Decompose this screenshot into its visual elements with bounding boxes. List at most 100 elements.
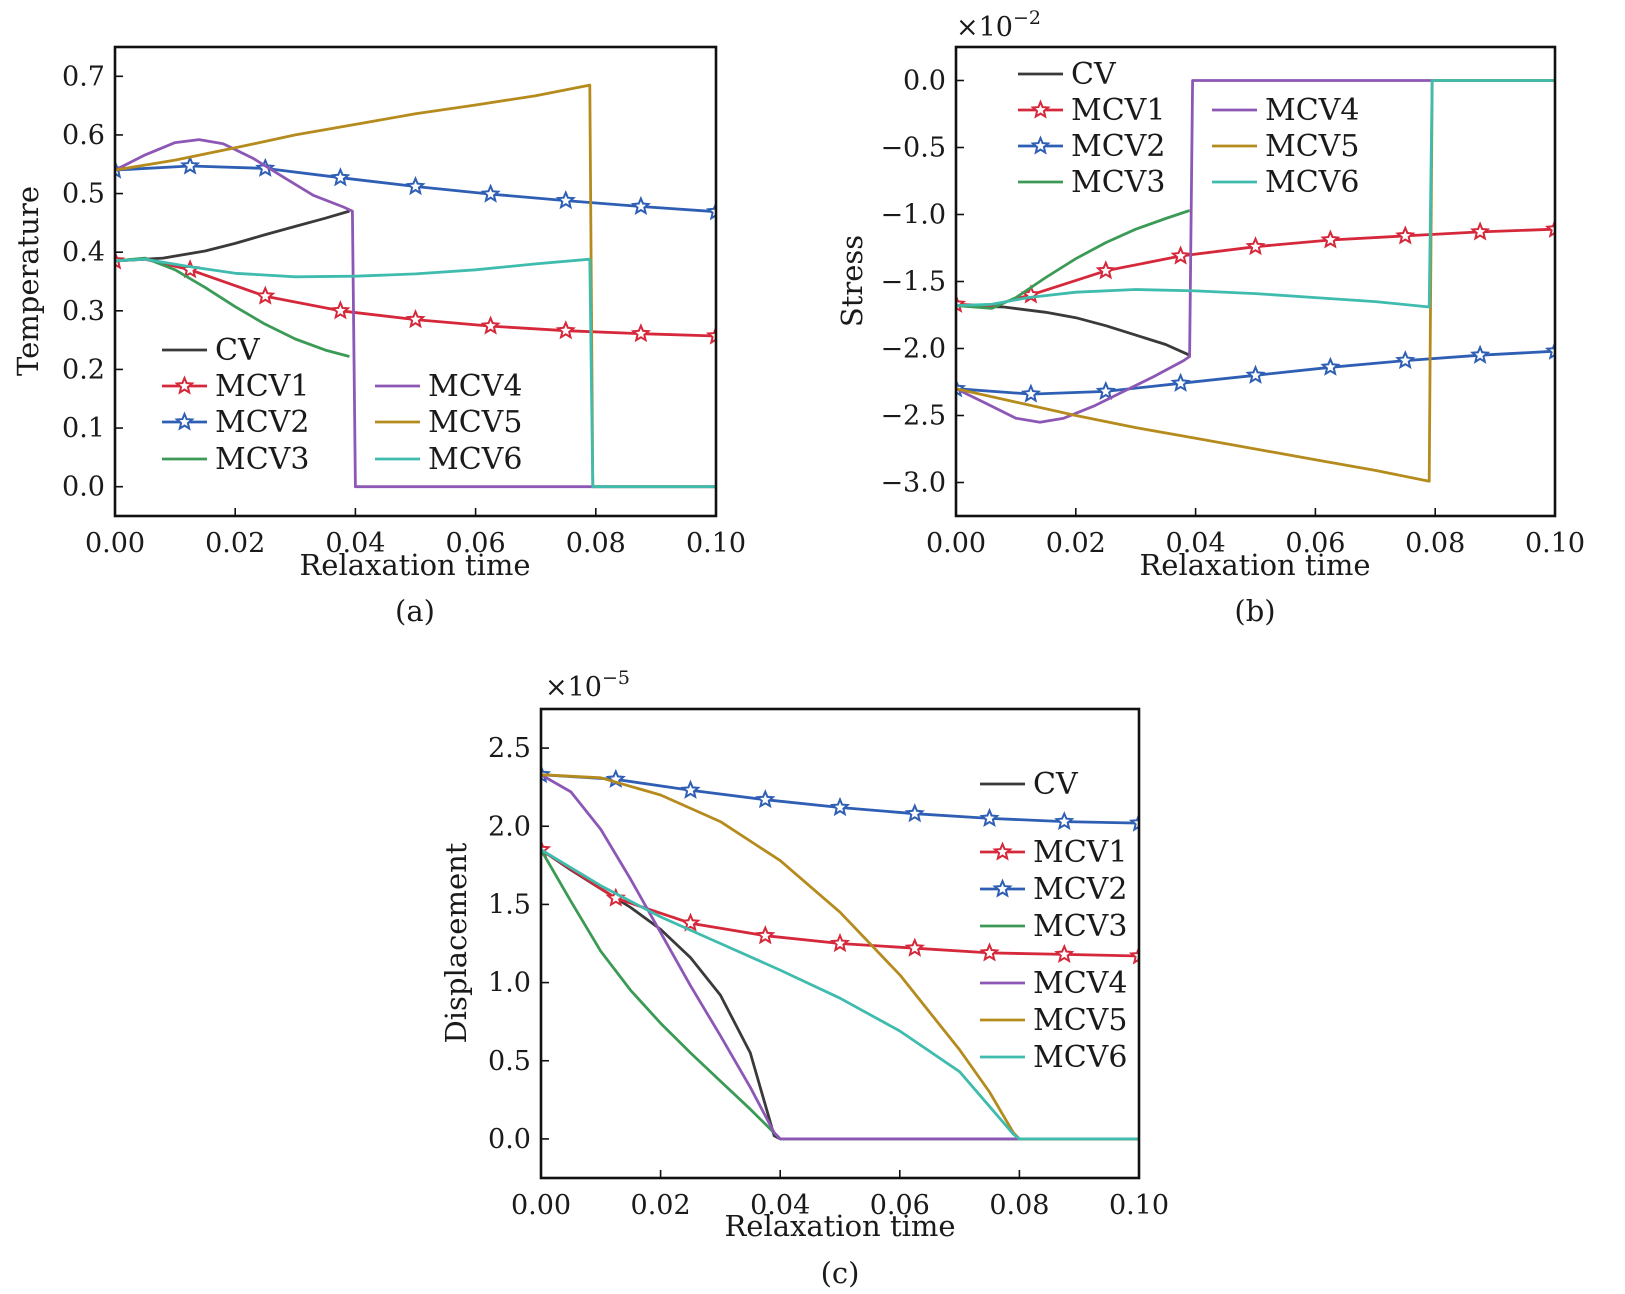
data-point-marker <box>979 942 1000 962</box>
legend-marker <box>992 841 1013 861</box>
data-point-marker <box>180 155 201 175</box>
series-mcv3 <box>541 848 1139 1141</box>
legend-label: MCV4 <box>1265 93 1359 128</box>
legend-item-mcv6: MCV6 <box>980 1040 1127 1075</box>
panel-caption: (a) <box>395 594 435 628</box>
series-mcv6 <box>115 257 716 489</box>
y-tick-label: −2.5 <box>880 401 946 432</box>
legend-label: MCV4 <box>1033 966 1127 1001</box>
legend-item-mcv3: MCV3 <box>162 442 309 477</box>
legend-label: MCV2 <box>1033 872 1127 907</box>
data-point-marker <box>630 195 651 215</box>
legend-label: MCV6 <box>428 442 522 477</box>
data-point-marker <box>1054 811 1075 831</box>
series-line-mcv4 <box>956 79 1555 424</box>
legend-item-mcv5: MCV5 <box>980 1003 1127 1038</box>
data-point-marker <box>829 796 851 817</box>
data-point-marker <box>1128 812 1139 832</box>
legend-marker <box>992 878 1013 898</box>
y-tick-label: 0.4 <box>62 237 105 268</box>
y-tick-label: 0.0 <box>903 66 946 97</box>
x-tick-label: 0.00 <box>511 1190 571 1221</box>
x-tick-label: 0.10 <box>1109 1190 1169 1221</box>
y-axis-label: Displacement <box>439 842 473 1043</box>
legend-label: CV <box>1071 57 1117 92</box>
legend-item-cv: CV <box>162 333 261 368</box>
legend-marker <box>1030 99 1051 119</box>
data-point-marker <box>1170 245 1191 265</box>
data-point-marker <box>1470 221 1491 241</box>
legend-item-mcv3: MCV3 <box>980 909 1127 944</box>
y-axis-label: Stress <box>835 235 869 327</box>
y-tick-label: −0.5 <box>880 133 946 164</box>
series-mcv5 <box>956 79 1555 483</box>
x-tick-label: 0.06 <box>446 528 506 559</box>
y-tick-label: −3.0 <box>880 468 946 499</box>
legend-item-mcv6: MCV6 <box>375 442 522 477</box>
series-line-mcv1 <box>115 257 716 338</box>
y-tick-label: 0.5 <box>488 1046 531 1077</box>
legend-marker <box>1030 135 1051 155</box>
series-line-mcv6 <box>115 257 716 489</box>
series-line-mcv5 <box>956 79 1555 483</box>
series-mcv4 <box>115 138 716 489</box>
y-tick-label: 2.0 <box>488 811 531 842</box>
series-line-mcv3 <box>541 848 1139 1141</box>
data-point-marker <box>1470 344 1491 364</box>
data-point-marker <box>1395 350 1416 370</box>
data-point-marker <box>680 912 701 932</box>
series-cv <box>115 209 350 263</box>
series-mcv6 <box>541 848 1139 1141</box>
data-point-marker <box>904 803 925 823</box>
chart-panel-2: 0.00 0.02 0.04 0.06 0.08 0.10 0.0 −0.5 −1.0 −1.5 −… <box>835 7 1585 628</box>
y-tick-label: 0.7 <box>62 61 105 92</box>
series-line-mcv4 <box>541 773 1139 1141</box>
x-tick-label: 0.04 <box>1166 528 1226 559</box>
data-point-marker <box>956 293 967 313</box>
legend-item-mcv1: MCV1 <box>1018 93 1165 128</box>
x-tick-label: 0.04 <box>750 1190 810 1221</box>
legend-label: MCV6 <box>1265 165 1359 200</box>
legend-item-cv: CV <box>1018 57 1117 92</box>
y-tick-label: 0.2 <box>62 354 105 385</box>
data-point-marker <box>1320 229 1341 249</box>
data-point-marker <box>1245 364 1266 384</box>
legend-marker <box>174 375 195 395</box>
x-tick-label: 0.02 <box>631 1190 691 1221</box>
legend-label: MCV3 <box>215 442 309 477</box>
chart-panel-1: 0.00 0.02 0.04 0.06 0.08 0.10 0.0 0.1 0.2 0.3 0.4 0… <box>11 45 746 628</box>
x-tick-label: 0.02 <box>205 528 265 559</box>
data-point-marker <box>979 807 1000 828</box>
x-tick-label: 0.06 <box>1285 528 1345 559</box>
x-axis-label: Relaxation time <box>724 1209 955 1243</box>
data-point-marker <box>555 190 576 210</box>
series-mcv4 <box>541 773 1139 1141</box>
legend-label: MCV1 <box>215 369 309 404</box>
legend-label: MCV3 <box>1071 165 1165 200</box>
data-point-marker <box>829 932 851 953</box>
x-tick-label: 0.04 <box>325 528 385 559</box>
x-tick-label: 0.00 <box>85 528 145 559</box>
axis-exponent: ×10−5 <box>545 667 630 703</box>
series-mcv3 <box>956 209 1191 310</box>
axis-exponent-power: −2 <box>1013 7 1041 29</box>
legend-item-mcv4: MCV4 <box>375 369 522 404</box>
y-tick-label: 0.3 <box>62 296 105 327</box>
series-line-mcv6 <box>956 79 1555 309</box>
series-line-mcv5 <box>115 83 716 489</box>
legend-label: MCV5 <box>428 405 522 440</box>
data-point-marker <box>255 157 276 177</box>
legend-item-mcv6: MCV6 <box>1212 165 1359 200</box>
x-tick-label: 0.08 <box>1405 528 1465 559</box>
legend-item-mcv5: MCV5 <box>375 405 522 440</box>
plot-frame <box>113 45 718 518</box>
x-tick-label: 0.10 <box>686 528 746 559</box>
series-cv <box>956 304 1191 357</box>
data-point-marker <box>1320 356 1341 376</box>
legend-label: MCV6 <box>1033 1040 1127 1075</box>
series-line-mcv4 <box>115 138 716 489</box>
y-tick-label: 0.1 <box>62 413 105 444</box>
y-tick-label: −2.0 <box>880 334 946 365</box>
x-axis-label: Relaxation time <box>1139 548 1370 582</box>
y-tick-label: 0.0 <box>62 472 105 503</box>
